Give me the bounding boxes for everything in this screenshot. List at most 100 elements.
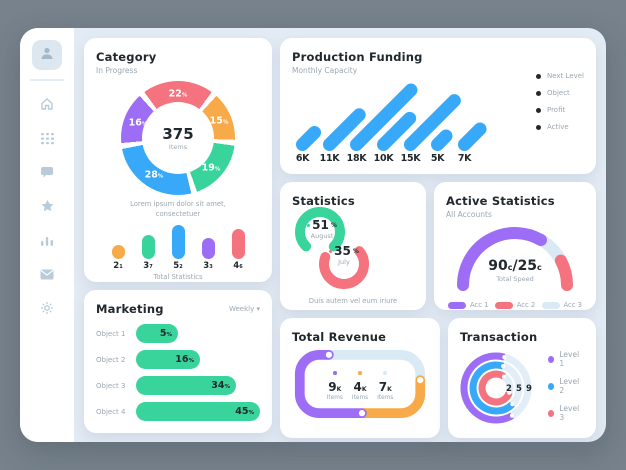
donut-center-value: 375 <box>162 125 194 143</box>
production-bar-chart <box>292 79 492 154</box>
active-statistics-title: Active Statistics <box>446 194 555 208</box>
marketing-row: Object 1 5% <box>96 324 260 343</box>
production-funding-card: Production Funding Monthly Capacity 6K 11… <box>280 38 596 174</box>
august-arc-chart <box>295 207 345 257</box>
marketing-row: Object 2 16% <box>96 350 260 369</box>
bar-chart-icon <box>40 234 54 247</box>
star-icon <box>40 199 55 213</box>
grid-icon <box>40 132 54 145</box>
marketing-title: Marketing <box>96 302 164 316</box>
category-title: Category <box>96 50 157 64</box>
bullet-icon <box>535 107 541 113</box>
sidebar-item-messages[interactable] <box>36 161 58 183</box>
transaction-rings-chart: 2 5 9 <box>460 346 540 426</box>
july-arc-chart <box>319 239 369 289</box>
marketing-bar: 5% <box>136 324 178 343</box>
august-metric: 51% August <box>300 218 344 240</box>
gear-icon <box>40 301 54 315</box>
total-revenue-title: Total Revenue <box>292 330 387 344</box>
legend-item: Level 3 <box>548 404 584 422</box>
legend-item: Active <box>535 123 584 131</box>
transaction-card: Transaction <box>448 318 596 438</box>
legend-item: Acc 3 <box>541 301 582 309</box>
total-revenue-card: Total Revenue 9K Items 4K Items 7K Items <box>280 318 440 438</box>
production-bar-labels: 6K 11K 18K 10K 15K 5K 7K <box>295 153 472 164</box>
donut-segment-label: 16% <box>128 117 148 129</box>
donut-segment-label: 15% <box>209 115 229 127</box>
mail-icon <box>40 269 54 280</box>
donut-center-label: Items <box>168 143 188 151</box>
sidebar-item-home[interactable] <box>36 93 58 115</box>
sidebar-item-settings[interactable] <box>36 297 58 319</box>
profile-button[interactable] <box>32 40 62 70</box>
legend-item: Next Level <box>535 72 584 80</box>
bullet-icon <box>535 90 541 96</box>
marketing-bar: 34% <box>136 376 236 395</box>
lightblue-swatch-icon <box>541 301 560 309</box>
statistics-title: Statistics <box>292 194 355 208</box>
dashboard-content: Category In Progress 22% 15% 19% 28% 16%… <box>74 28 606 442</box>
mini-bar-column: 33 <box>196 225 221 271</box>
marketing-bar: 16% <box>136 350 200 369</box>
sidebar-item-apps[interactable] <box>36 127 58 149</box>
bullet-icon <box>535 124 541 130</box>
blue-dot-icon <box>548 382 555 390</box>
gauge-label: Total Speed <box>496 275 534 283</box>
donut-segment-label: 28% <box>144 169 164 181</box>
transaction-legend: Level 1 Level 2 Level 3 <box>540 350 584 422</box>
mini-bar-column: 52 <box>166 225 191 271</box>
mini-bar-column: 21 <box>106 225 131 271</box>
purple-swatch-icon <box>448 301 466 309</box>
weekly-filter-dropdown[interactable]: Weekly ▾ <box>228 305 260 313</box>
chat-icon <box>40 166 54 179</box>
purple-dot-icon <box>333 371 337 375</box>
orange-dot-icon <box>358 371 362 375</box>
category-card: Category In Progress 22% 15% 19% 28% 16%… <box>84 38 272 282</box>
production-subtitle: Monthly Capacity <box>292 66 358 75</box>
category-description: Lorem ipsum dolor sit amet, consectetuer <box>130 200 226 219</box>
sidebar-divider <box>30 79 64 81</box>
transaction-value: 5 <box>516 384 522 394</box>
purple-dot-icon <box>548 355 555 363</box>
revenue-stats: 9K Items 4K Items 7K Items <box>292 347 428 425</box>
active-statistics-card: Active Statistics All Accounts 90c/25c T… <box>434 182 596 310</box>
red-dot-icon <box>548 409 555 417</box>
mini-bar-column: 46 <box>226 225 251 271</box>
dashboard-panel: Category In Progress 22% 15% 19% 28% 16%… <box>20 28 606 442</box>
sidebar-item-statistics[interactable] <box>36 229 58 251</box>
revenue-stat: 9K Items <box>327 371 343 401</box>
home-icon <box>40 97 54 111</box>
lightblue-dot-icon <box>383 371 387 375</box>
transaction-title: Transaction <box>460 330 538 344</box>
bullet-icon <box>535 73 541 79</box>
category-donut-chart: 22% 15% 19% 28% 16% 375 Items <box>121 81 235 195</box>
sidebar-item-favorites[interactable] <box>36 195 58 217</box>
marketing-row: Object 4 45% <box>96 402 260 421</box>
july-metric: 35% July <box>322 244 366 266</box>
donut-segment-label: 22% <box>168 88 188 100</box>
production-legend: Next Level Object Profit Active <box>535 72 584 140</box>
category-subtitle: In Progress <box>96 66 138 75</box>
production-title: Production Funding <box>292 50 423 64</box>
marketing-card: Marketing Weekly ▾ Object 1 5% Object 2 16… <box>84 290 272 433</box>
total-statistics-chart: 21 37 52 33 46 <box>96 225 260 271</box>
mini-bar-column: 37 <box>136 225 161 271</box>
gauge-center: 90c/25c Total Speed <box>449 255 581 283</box>
red-swatch-icon <box>494 301 513 309</box>
transaction-value: 2 <box>506 384 512 394</box>
green-dot-icon <box>307 223 311 227</box>
chevron-down-icon: ▾ <box>256 305 260 313</box>
legend-item: Object <box>535 89 584 97</box>
sidebar <box>20 28 74 442</box>
statistics-caption: Duis autem vel eum iriure <box>308 297 398 305</box>
red-dot-icon <box>329 249 333 253</box>
legend-item: Acc 1 <box>448 301 489 309</box>
donut-segment-label: 19% <box>201 162 221 174</box>
speed-gauge-chart: 90c/25c Total Speed <box>449 221 581 296</box>
transaction-value: 9 <box>526 384 532 394</box>
active-statistics-legend: Acc 1 Acc 2 Acc 3 <box>446 301 584 309</box>
active-statistics-subtitle: All Accounts <box>446 210 492 219</box>
legend-item: Level 1 <box>548 350 584 368</box>
user-icon <box>39 45 55 65</box>
sidebar-item-mail[interactable] <box>36 263 58 285</box>
